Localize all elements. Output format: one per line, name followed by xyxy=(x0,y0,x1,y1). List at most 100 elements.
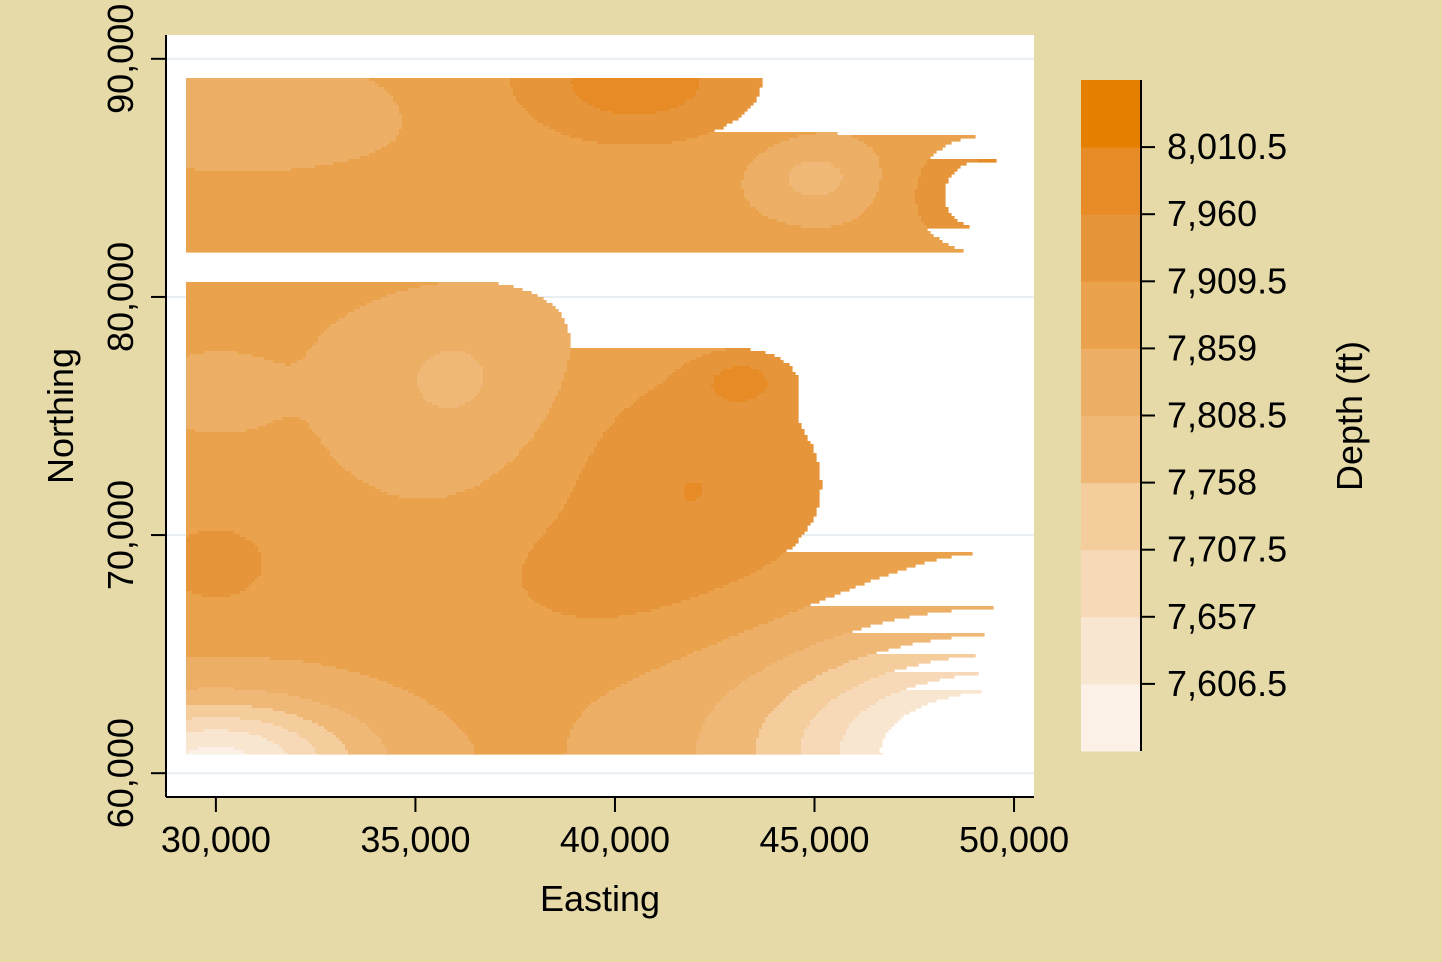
contour-cell xyxy=(615,417,799,421)
contour-cell xyxy=(765,564,916,568)
contour-cell xyxy=(186,189,745,193)
contour-cell xyxy=(186,570,262,574)
contour-cell xyxy=(369,675,640,679)
contour-cell xyxy=(291,363,424,367)
contour-cell xyxy=(198,687,235,691)
contour-cell xyxy=(267,738,307,742)
contour-cell xyxy=(402,126,550,130)
contour-cell xyxy=(186,393,424,397)
contour-cell xyxy=(471,399,556,403)
contour-cell xyxy=(321,663,667,667)
contour-cell xyxy=(579,477,820,481)
contour-cell xyxy=(780,555,952,559)
contour-cell xyxy=(369,483,481,487)
contour-cell xyxy=(780,702,829,706)
contour-cell xyxy=(750,204,871,208)
contour-cell xyxy=(630,405,799,409)
contour-cell xyxy=(186,360,274,364)
contour-cell xyxy=(189,354,253,358)
contour-cell xyxy=(186,300,373,304)
contour-cell xyxy=(186,534,190,538)
contour-cell xyxy=(879,156,931,160)
contour-cell xyxy=(921,174,952,178)
contour-cell xyxy=(483,372,565,376)
contour-cell xyxy=(435,354,472,358)
contour-cell xyxy=(186,426,259,430)
contour-cell xyxy=(753,627,862,631)
contour-cell xyxy=(186,609,553,613)
contour-cell xyxy=(867,708,916,712)
contour-cell xyxy=(774,708,823,712)
contour-cell xyxy=(852,687,907,691)
contour-cell xyxy=(438,405,460,409)
contour-cell xyxy=(579,474,820,478)
contour-cell xyxy=(525,558,778,562)
contour-cell xyxy=(705,717,766,721)
contour-cell xyxy=(804,606,994,610)
contour-cell xyxy=(582,714,709,718)
y-tick-label: 90,000 xyxy=(100,4,141,114)
contour-cell xyxy=(741,681,808,685)
contour-cell xyxy=(882,177,919,181)
contour-cell xyxy=(315,432,535,436)
contour-cell xyxy=(729,582,865,586)
contour-cell xyxy=(918,180,949,184)
contour-cell xyxy=(750,573,889,577)
contour-cell xyxy=(186,390,421,394)
contour-cell xyxy=(483,366,568,370)
contour-cell xyxy=(861,213,919,217)
contour-cell xyxy=(789,171,841,175)
contour-cell xyxy=(372,300,547,304)
contour-cell xyxy=(738,633,844,637)
contour-cell xyxy=(282,747,316,751)
contour-cell xyxy=(186,162,334,166)
contour-cell xyxy=(921,219,958,223)
contour-cell xyxy=(756,570,898,574)
contour-cell xyxy=(309,741,343,745)
contour-cell xyxy=(816,675,880,679)
contour-cell xyxy=(348,753,388,755)
contour-cell xyxy=(546,417,616,421)
colorbar-segment xyxy=(1081,281,1141,349)
contour-cell xyxy=(765,378,799,382)
contour-cell xyxy=(186,483,370,487)
contour-cell xyxy=(348,312,562,316)
contour-cell xyxy=(186,159,349,163)
contour-cell xyxy=(186,576,259,580)
contour-cell xyxy=(375,81,511,85)
contour-cell xyxy=(273,420,307,424)
contour-cell xyxy=(261,558,526,562)
contour-cell xyxy=(186,435,319,439)
contour-cell xyxy=(204,729,229,733)
contour-cell xyxy=(354,309,559,313)
contour-cell xyxy=(861,711,910,715)
contour-cell xyxy=(771,561,925,565)
contour-cell xyxy=(834,636,952,640)
contour-cell xyxy=(744,189,796,193)
contour-cell xyxy=(312,699,427,703)
contour-cell xyxy=(699,495,820,499)
contour-cell xyxy=(330,453,520,457)
contour-cell xyxy=(435,705,589,709)
contour-cell xyxy=(570,492,685,496)
x-tick-label: 45,000 xyxy=(759,819,869,860)
contour-cell xyxy=(852,219,922,223)
contour-cell xyxy=(186,504,565,508)
contour-cell xyxy=(420,387,481,391)
contour-cell xyxy=(921,216,955,220)
y-tick-label: 60,000 xyxy=(100,718,141,828)
contour-cell xyxy=(186,180,742,184)
contour-cell xyxy=(801,738,844,742)
contour-cell xyxy=(309,348,571,352)
contour-cell xyxy=(186,441,322,445)
contour-cell xyxy=(186,531,199,535)
contour-cell xyxy=(687,498,697,502)
colorbar-tick-label: 7,960 xyxy=(1167,193,1257,234)
contour-cell xyxy=(417,384,484,388)
contour-cell xyxy=(186,690,268,694)
contour-cell xyxy=(867,144,946,148)
contour-cell xyxy=(885,696,949,700)
contour-cell xyxy=(567,738,700,742)
contour-cell xyxy=(891,693,961,697)
contour-cell xyxy=(561,384,658,388)
